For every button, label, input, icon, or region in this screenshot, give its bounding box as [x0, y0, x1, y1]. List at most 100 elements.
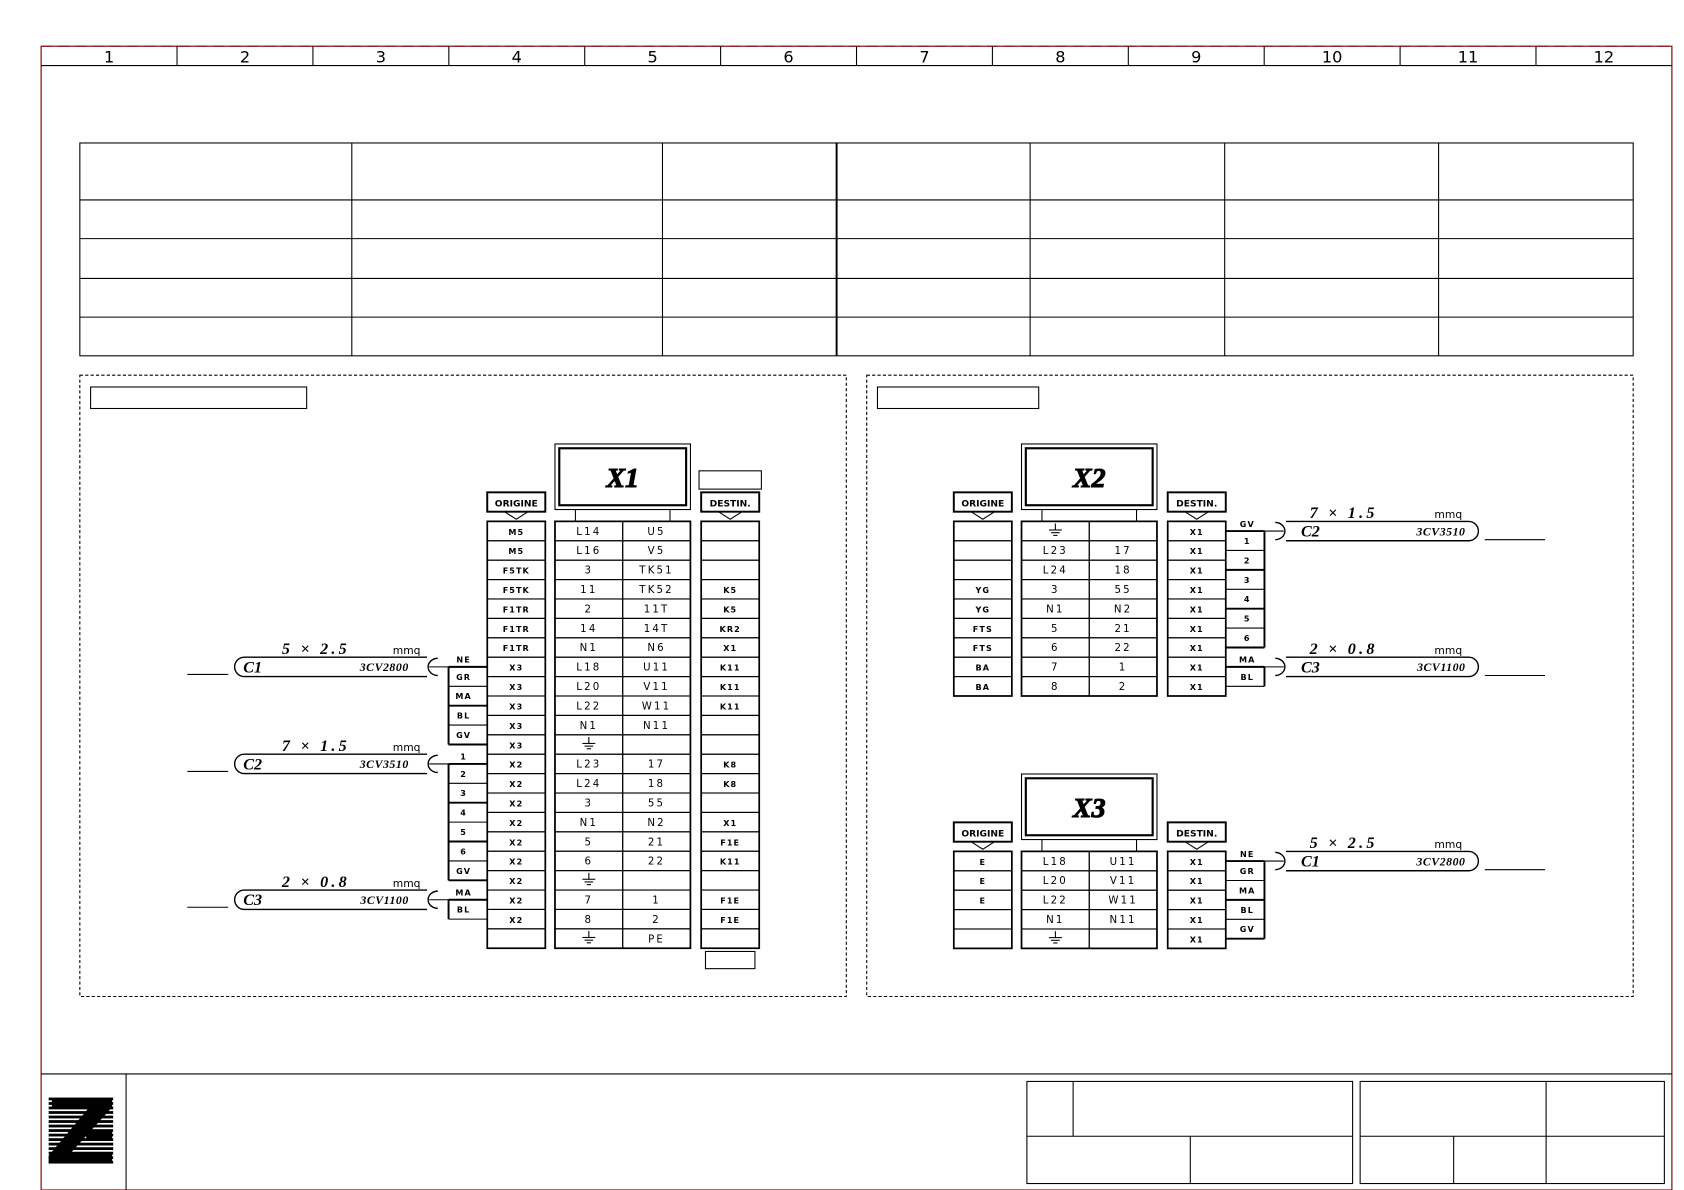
- grid-column-7: 7: [855, 46, 930, 66]
- origine-value: X3: [509, 702, 523, 711]
- wire-color-label: BL: [457, 906, 470, 915]
- arrow-down-icon: [1184, 511, 1209, 520]
- terminal-from: N1: [1046, 604, 1064, 615]
- grid-column-number: 7: [919, 47, 929, 66]
- cable-section: 2 × 0.8: [281, 874, 350, 891]
- wire-color-label: 3: [460, 789, 467, 798]
- terminal-to-cell: [1088, 928, 1158, 949]
- reference-box: [704, 950, 756, 970]
- terminal-to-cell: [1088, 520, 1158, 542]
- origine-value: X2: [509, 858, 523, 867]
- cable-code: 3CV1100: [1416, 660, 1465, 674]
- terminal-from: 2: [585, 604, 594, 615]
- terminal-to: 21: [648, 837, 665, 848]
- origine-value: F1TR: [503, 644, 530, 653]
- terminal-from: 5: [1051, 624, 1060, 635]
- origine-cell: [486, 928, 546, 949]
- terminal-from: 14: [580, 624, 597, 635]
- panel-right: [866, 374, 1634, 998]
- terminal-to: N2: [1114, 604, 1132, 615]
- terminal-block-header: [1020, 443, 1158, 511]
- terminal-from: 6: [1051, 643, 1060, 654]
- cable-code: 3CV3510: [359, 757, 409, 771]
- terminal-to: 14T: [644, 624, 670, 635]
- destin-value: X1: [1190, 683, 1204, 692]
- panel-dashed-border: [79, 374, 847, 998]
- terminal-block-header: [554, 443, 691, 511]
- wire-color-label: 3: [1244, 576, 1251, 585]
- wire-color-label: NE: [456, 656, 470, 665]
- terminal-to: N6: [647, 643, 665, 654]
- terminal-row: F5TK 3 TK51: [486, 559, 760, 581]
- wire-color-label: 5: [460, 828, 467, 837]
- wire-color-label: 5: [1244, 615, 1251, 624]
- terminal-to: 18: [648, 779, 665, 790]
- terminal-to: 55: [648, 798, 665, 809]
- terminal-from: L23: [1043, 546, 1068, 557]
- origine-value: X2: [509, 896, 523, 905]
- cable-id: C1: [243, 659, 262, 676]
- terminal-row: X3 L22 W11 K11: [486, 695, 760, 716]
- terminal-column: [1020, 850, 1158, 950]
- terminal-to: U11: [643, 663, 670, 674]
- cable-C2: GV 1 2 3 4 5 6 C2 3CV3510 7 × 1.5 mmq: [1225, 505, 1546, 649]
- destin-cell: [700, 559, 760, 581]
- cable-code: 3CV3510: [1415, 524, 1465, 538]
- origine-value: X2: [509, 819, 523, 828]
- origine-label-box: [952, 821, 1013, 843]
- grid-column-number: 3: [376, 47, 386, 66]
- panel-title-box: [876, 386, 1040, 410]
- wire-color-label: MA: [455, 888, 471, 897]
- grid-column-10: 10: [1263, 46, 1342, 66]
- destin-value: K11: [720, 702, 741, 711]
- terminal-column: [1020, 520, 1158, 697]
- cable-end-cup: [1275, 521, 1286, 541]
- cable-code: 3CV2800: [1415, 854, 1465, 868]
- terminal-to: V11: [643, 682, 669, 693]
- terminal-block-name: X1: [605, 463, 639, 494]
- panel-left: [79, 374, 847, 998]
- grid-column-number: 1: [104, 47, 114, 66]
- title-block: [41, 1073, 1672, 1190]
- cable-section: 5 × 2.5: [1310, 835, 1378, 852]
- origine-value: X3: [509, 683, 523, 692]
- origine-value: X3: [509, 722, 523, 731]
- origine-value: X2: [509, 838, 523, 847]
- origine-value: E: [980, 877, 987, 886]
- destin-value: K8: [723, 780, 737, 789]
- terminal-to: 22: [1114, 643, 1131, 654]
- destin-label: DESTIN.: [1176, 499, 1217, 509]
- wire-color-label: NE: [1240, 850, 1254, 859]
- reference-box: [698, 470, 762, 490]
- grid-column-6: 6: [720, 46, 794, 66]
- terminal-from: N1: [580, 643, 598, 654]
- destin-value: K11: [720, 664, 741, 673]
- terminal-from: N1: [1046, 915, 1064, 926]
- ground-icon: [582, 872, 596, 886]
- terminal-to: 18: [1114, 566, 1131, 577]
- terminal-from: L20: [576, 682, 601, 693]
- origine-value: E: [980, 858, 987, 867]
- cable-section: 7 × 1.5: [282, 738, 350, 755]
- terminal-from: 8: [1051, 682, 1060, 693]
- cable-sheath: [233, 656, 428, 678]
- arrow-down-icon: [504, 511, 529, 520]
- terminal-to: 2: [652, 915, 661, 926]
- cable-end-cup: [427, 657, 438, 677]
- terminal-to: U5: [647, 527, 665, 538]
- terminal-block-header-inner: [558, 447, 688, 507]
- ground-icon: [582, 736, 596, 750]
- panel-title-box: [90, 386, 308, 410]
- origine-value: F5TK: [503, 567, 530, 576]
- grid-column-5: 5: [584, 46, 658, 66]
- terminal-from: 3: [1051, 585, 1060, 596]
- terminal-row: X2 5 21 F1E: [486, 831, 760, 852]
- origine-value: YG: [975, 586, 991, 595]
- terminal-to: TK52: [638, 585, 674, 596]
- origine-value: X2: [509, 877, 523, 886]
- logo-stripe: [48, 1097, 114, 1101]
- terminal-row: E L22 W11 X1: [953, 889, 1227, 911]
- arrow-down-icon: [1184, 841, 1209, 850]
- terminal-block-header: [1020, 773, 1158, 841]
